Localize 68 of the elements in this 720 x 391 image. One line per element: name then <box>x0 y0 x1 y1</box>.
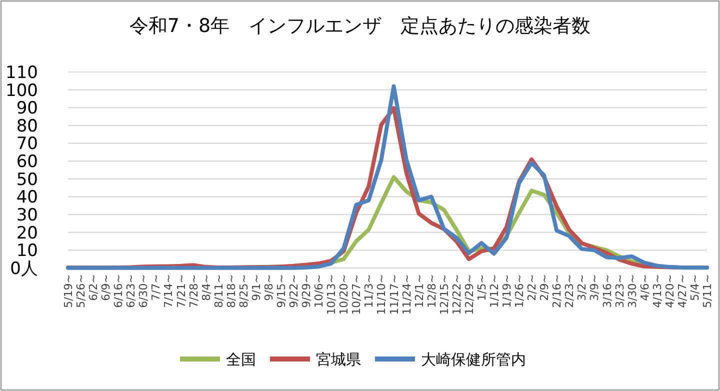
x-tick-label: 10/13~ <box>325 274 338 315</box>
x-tick-label: 4/6~ <box>638 274 652 301</box>
x-tick-label: 3/30~ <box>626 274 639 308</box>
x-tick-label: 12/8~ <box>425 274 438 308</box>
y-tick-label: 50 <box>16 170 38 190</box>
x-tick-label: 5/4~ <box>688 274 702 301</box>
y-tick-label: 40 <box>16 188 38 208</box>
x-tick-label: 12/15~ <box>438 274 451 315</box>
y-tick-label: 60 <box>16 152 38 172</box>
x-tick-label: 3/23~ <box>613 274 626 308</box>
x-tick-label: 8/4~ <box>200 274 213 301</box>
x-tick-label: 3/9~ <box>588 274 602 301</box>
x-tick-label: 2/2~ <box>526 274 539 301</box>
y-tick-label: 80 <box>16 116 38 136</box>
x-tick-label: 6/30~ <box>137 274 150 308</box>
x-tick-label: 11/3~ <box>362 274 376 308</box>
x-tick-label: 6/2~ <box>87 274 100 301</box>
x-tick-label: 7/28~ <box>187 274 200 308</box>
y-tick-label: 20 <box>16 223 38 244</box>
x-tick-label: 1/12~ <box>488 274 501 308</box>
x-tick-label: 10/20~ <box>338 274 351 315</box>
x-tick-label: 1/5~ <box>475 274 488 301</box>
legend-label: 宮城県 <box>316 350 361 368</box>
x-tick-label: 9/1~ <box>250 274 263 301</box>
x-tick-label: 12/22~ <box>450 274 464 315</box>
x-tick-label: 1/19~ <box>500 274 514 308</box>
x-tick-label: 8/11~ <box>212 274 226 308</box>
x-tick-label: 10/6~ <box>312 274 326 308</box>
x-tick-label: 7/21~ <box>174 274 188 308</box>
x-tick-label: 2/9~ <box>538 274 552 301</box>
x-tick-label: 8/25~ <box>237 274 250 308</box>
y-tick-label: 70 <box>16 134 38 154</box>
x-tick-label: 2/23~ <box>563 274 576 308</box>
legend-label: 全国 <box>226 350 256 368</box>
x-tick-label: 4/20~ <box>663 274 676 308</box>
x-tick-label: 3/16~ <box>600 274 614 308</box>
x-tick-label: 9/22~ <box>288 274 301 308</box>
x-tick-label: 4/13~ <box>650 274 664 308</box>
y-tick-label: 10 <box>16 241 38 262</box>
x-tick-label: 1/26~ <box>513 274 526 308</box>
x-tick-label: 10/27~ <box>350 274 364 315</box>
y-tick-label: 30 <box>16 205 38 226</box>
x-tick-label: 9/8~ <box>262 274 276 301</box>
x-tick-label: 6/23~ <box>124 274 138 308</box>
x-tick-label: 11/17~ <box>388 274 401 315</box>
y-tick-label: 0人 <box>10 258 38 279</box>
x-tick-label: 9/15~ <box>275 274 288 308</box>
y-tick-label: 90 <box>16 98 38 119</box>
y-tick-label: 100 <box>6 80 38 101</box>
x-tick-label: 11/24~ <box>400 274 414 315</box>
x-tick-label: 7/14~ <box>162 274 176 308</box>
x-tick-label: 9/29~ <box>300 274 314 308</box>
x-tick-label: 7/7~ <box>150 274 163 301</box>
y-tick-label: 110 <box>6 62 38 83</box>
legend-label: 大崎保健所管内 <box>421 350 526 368</box>
x-tick-label: 11/10~ <box>375 274 388 315</box>
x-tick-label: 4/27~ <box>676 274 689 308</box>
x-tick-label: 2/16~ <box>550 274 564 308</box>
x-tick-label: 12/1~ <box>412 274 426 308</box>
x-tick-label: 12/29~ <box>462 274 476 315</box>
x-tick-label: 5/11~ <box>701 274 714 308</box>
x-tick-label: 5/19~ <box>62 274 75 308</box>
x-tick-label: 8/18~ <box>224 274 238 308</box>
x-tick-label: 6/9~ <box>100 274 113 301</box>
chart-title: 令和7・8年 インフルエンザ 定点あたりの感染者数 <box>129 15 591 37</box>
x-tick-label: 3/2~ <box>576 274 589 301</box>
x-tick-label: 5/26~ <box>74 274 88 308</box>
x-tick-label: 6/16~ <box>112 274 126 308</box>
